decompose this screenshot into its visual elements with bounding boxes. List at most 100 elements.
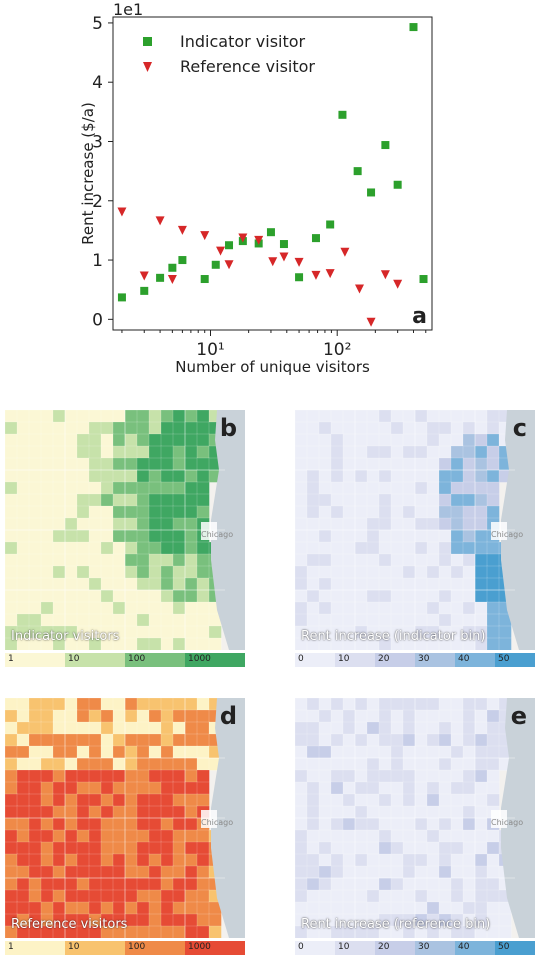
map-tract	[124, 709, 138, 723]
map-tract	[450, 829, 464, 843]
map-tract	[306, 553, 320, 567]
map-tract	[414, 613, 428, 627]
map-tract	[438, 445, 452, 459]
map-tract	[366, 421, 380, 435]
map-tract	[124, 637, 138, 650]
map-tract	[354, 410, 368, 423]
map-tract	[136, 541, 150, 555]
map-tract	[414, 793, 428, 807]
map-tract	[295, 829, 308, 843]
map-tract	[354, 877, 368, 891]
map-tract	[426, 745, 440, 759]
map-tract	[318, 698, 332, 711]
map-tract	[112, 421, 126, 435]
map-tract	[196, 925, 210, 938]
map-tract	[462, 721, 476, 735]
map-tract	[354, 589, 368, 603]
map-tract	[378, 865, 392, 879]
map-tract	[426, 493, 440, 507]
colorbar-segment: 50	[495, 653, 535, 667]
map-tract	[184, 577, 198, 591]
map-tract	[184, 565, 198, 579]
map-tract	[450, 877, 464, 891]
map-tract	[40, 733, 54, 747]
map-tract	[160, 601, 174, 615]
reference-point	[200, 231, 210, 241]
map-tract	[342, 577, 356, 591]
map-tract	[184, 733, 198, 747]
colorbar-segment: 1000	[185, 653, 245, 667]
map-tract	[402, 865, 416, 879]
map-tract	[378, 757, 392, 771]
map-tract	[160, 493, 174, 507]
map-tract	[318, 721, 332, 735]
map-tract	[306, 613, 320, 627]
map-tract	[100, 445, 114, 459]
map-tract	[112, 817, 126, 831]
map-tract	[196, 877, 210, 891]
map-tract	[330, 457, 344, 471]
indicator-point	[295, 273, 304, 282]
map-tract	[196, 433, 210, 447]
map-tract	[342, 421, 356, 435]
map-tract	[402, 613, 416, 627]
map-tract	[390, 805, 404, 819]
map-tract	[474, 853, 488, 867]
map-tract	[426, 517, 440, 531]
map-tract	[52, 541, 66, 555]
map-tract	[295, 517, 308, 531]
map-tract	[378, 469, 392, 483]
plot-frame	[112, 16, 433, 331]
map-tract	[16, 553, 30, 567]
map-tract	[414, 541, 428, 555]
map-tract	[124, 733, 138, 747]
panel-letter-e: e	[510, 702, 527, 730]
map-tract	[390, 613, 404, 627]
map-tract	[172, 481, 186, 495]
map-tract	[414, 457, 428, 471]
map-tract	[196, 793, 210, 807]
map-tract	[136, 913, 150, 927]
map-tract	[88, 410, 102, 423]
map-tract	[486, 493, 500, 507]
map-tract	[366, 481, 380, 495]
map-tract	[5, 553, 18, 567]
map-tract	[330, 541, 344, 555]
map-tract	[462, 469, 476, 483]
map-tract	[390, 901, 404, 915]
map-tract	[390, 589, 404, 603]
y-scale-note: 1e1	[113, 0, 143, 19]
map-tract	[354, 901, 368, 915]
map-tract	[306, 541, 320, 555]
map-tract	[76, 410, 90, 423]
map-tract	[354, 493, 368, 507]
map-tract	[426, 781, 440, 795]
map-tract	[28, 829, 42, 843]
map-tract	[330, 781, 344, 795]
map-tract	[148, 553, 162, 567]
map-tract	[52, 529, 66, 543]
map-tract	[160, 721, 174, 735]
map-tract	[354, 829, 368, 843]
map-tract	[88, 745, 102, 759]
map-tract	[366, 817, 380, 831]
map-tract	[318, 469, 332, 483]
map-tract	[136, 517, 150, 531]
map-tract	[330, 469, 344, 483]
map-tract	[160, 529, 174, 543]
map-tract	[88, 865, 102, 879]
map-tract	[40, 877, 54, 891]
map-tract	[136, 505, 150, 519]
indicator-point	[419, 275, 428, 284]
map-tract	[318, 805, 332, 819]
map-tract	[184, 493, 198, 507]
map-tract	[330, 805, 344, 819]
map-tract	[64, 757, 78, 771]
map-tract	[426, 698, 440, 711]
map-tract	[354, 577, 368, 591]
map-tract	[414, 469, 428, 483]
map-tract	[40, 613, 54, 627]
colorbar-segment: 40	[455, 941, 495, 955]
map-tract	[28, 865, 42, 879]
map-tract	[196, 853, 210, 867]
